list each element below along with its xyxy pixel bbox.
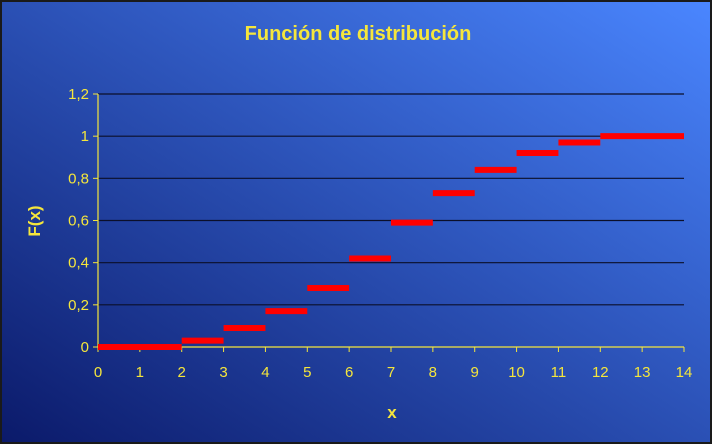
x-tick-labels: 0 1 2 3 4 5 6 7 8 9 10 11 12 13 14 — [94, 347, 693, 381]
x-tick-label: 8 — [429, 364, 437, 381]
chart-title: Función de distribución — [245, 23, 472, 45]
y-tick-label: 0,4 — [68, 255, 89, 272]
x-tick-label: 14 — [676, 364, 693, 381]
step-series — [98, 133, 684, 350]
x-tick-label: 11 — [551, 364, 567, 381]
x-tick-label: 12 — [592, 364, 609, 381]
x-tick-label: 9 — [471, 364, 479, 381]
x-tick-label: 1 — [136, 364, 144, 381]
x-tick-label: 3 — [219, 364, 227, 381]
y-tick-label: 0,8 — [68, 170, 89, 187]
y-tick-label: 0,2 — [68, 297, 89, 314]
x-tick-label: 7 — [387, 364, 395, 381]
x-tick-label: 2 — [178, 364, 186, 381]
y-tick-label: 1 — [81, 128, 89, 145]
y-tick-label: 0,6 — [68, 213, 89, 230]
x-tick-label: 0 — [94, 364, 102, 381]
y-tick-label: 0 — [81, 339, 89, 356]
y-tick-label: 1,2 — [68, 86, 89, 103]
x-tick-label: 5 — [303, 364, 311, 381]
x-tick-label: 4 — [261, 364, 269, 381]
y-axis-label: F(x) — [25, 205, 44, 236]
x-axis-label: x — [387, 403, 397, 422]
x-tick-label: 13 — [634, 364, 651, 381]
y-tick-labels: 0 0,2 0,4 0,6 0,8 1 1,2 — [68, 86, 98, 356]
x-tick-label: 6 — [345, 364, 353, 381]
x-tick-label: 10 — [508, 364, 525, 381]
